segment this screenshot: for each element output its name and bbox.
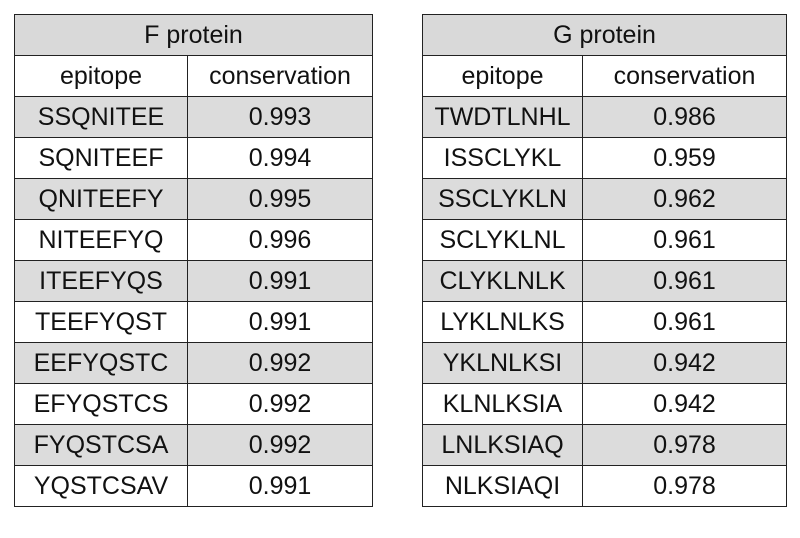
epitope-cell: KLNLKSIA bbox=[422, 383, 583, 425]
table-row: KLNLKSIA 0.942 bbox=[422, 383, 787, 425]
table-title-row: G protein bbox=[422, 14, 787, 56]
conservation-column-header: conservation bbox=[186, 55, 374, 97]
epitope-cell: TWDTLNHL bbox=[422, 96, 583, 138]
epitope-cell: TEEFYQST bbox=[14, 301, 188, 343]
table-title-row: F protein bbox=[13, 14, 374, 56]
conservation-cell: 0.961 bbox=[582, 301, 787, 343]
table-row: ISSCLYKL 0.959 bbox=[422, 137, 787, 179]
epitope-cell: ISSCLYKL bbox=[422, 137, 583, 179]
epitope-cell: SSCLYKLN bbox=[422, 178, 583, 220]
table-row: YQSTCSAV 0.991 bbox=[14, 465, 374, 507]
epitope-cell: LYKLNLKS bbox=[422, 301, 583, 343]
table-row: SSCLYKLN 0.962 bbox=[422, 178, 787, 220]
epitope-cell: FYQSTCSA bbox=[14, 424, 188, 466]
epitope-column-header: epitope bbox=[422, 55, 583, 97]
table-row: YKLNLKSI 0.942 bbox=[422, 342, 787, 384]
conservation-cell: 0.942 bbox=[582, 342, 787, 384]
table-row: EFYQSTCS 0.992 bbox=[14, 383, 374, 425]
table-row: FYQSTCSA 0.992 bbox=[14, 424, 374, 466]
table-row: TWDTLNHL 0.986 bbox=[422, 96, 787, 138]
epitope-cell: CLYKLNLK bbox=[422, 260, 583, 302]
conservation-cell: 0.991 bbox=[186, 465, 374, 507]
table-header-row: epitope conservation bbox=[422, 55, 787, 97]
epitope-cell: YQSTCSAV bbox=[14, 465, 188, 507]
epitope-cell: QNITEEFY bbox=[14, 178, 188, 220]
conservation-cell: 0.942 bbox=[582, 383, 787, 425]
table-row: EEFYQSTC 0.992 bbox=[14, 342, 374, 384]
conservation-cell: 0.995 bbox=[186, 178, 374, 220]
conservation-cell: 0.996 bbox=[186, 219, 374, 261]
conservation-cell: 0.994 bbox=[186, 137, 374, 179]
conservation-cell: 0.961 bbox=[582, 260, 787, 302]
epitope-cell: SCLYKLNL bbox=[422, 219, 583, 261]
conservation-cell: 0.992 bbox=[186, 383, 374, 425]
epitope-cell: SQNITEEF bbox=[14, 137, 188, 179]
epitope-cell: NITEEFYQ bbox=[14, 219, 188, 261]
g-protein-table: G protein epitope conservation TWDTLNHL … bbox=[422, 14, 787, 507]
conservation-cell: 0.991 bbox=[186, 260, 374, 302]
conservation-cell: 0.978 bbox=[582, 465, 787, 507]
epitope-cell: NLKSIAQI bbox=[422, 465, 583, 507]
table-row: LYKLNLKS 0.961 bbox=[422, 301, 787, 343]
epitope-cell: EEFYQSTC bbox=[14, 342, 188, 384]
epitope-cell: LNLKSIAQ bbox=[422, 424, 583, 466]
epitope-cell: SSQNITEE bbox=[14, 96, 188, 138]
table-row: SCLYKLNL 0.961 bbox=[422, 219, 787, 261]
conservation-cell: 0.991 bbox=[186, 301, 374, 343]
conservation-cell: 0.962 bbox=[582, 178, 787, 220]
conservation-cell: 0.993 bbox=[186, 96, 374, 138]
epitope-column-header: epitope bbox=[14, 55, 188, 97]
table-header-row: epitope conservation bbox=[14, 55, 374, 97]
table-row: TEEFYQST 0.991 bbox=[14, 301, 374, 343]
conservation-cell: 0.978 bbox=[582, 424, 787, 466]
table-row: CLYKLNLK 0.961 bbox=[422, 260, 787, 302]
g-protein-title: G protein bbox=[422, 14, 787, 56]
table-row: SSQNITEE 0.993 bbox=[14, 96, 374, 138]
conservation-cell: 0.986 bbox=[582, 96, 787, 138]
epitope-cell: EFYQSTCS bbox=[14, 383, 188, 425]
f-protein-table: F protein epitope conservation SSQNITEE … bbox=[13, 14, 374, 507]
conservation-cell: 0.961 bbox=[582, 219, 787, 261]
table-row: NLKSIAQI 0.978 bbox=[422, 465, 787, 507]
conservation-column-header: conservation bbox=[582, 55, 787, 97]
table-row: NITEEFYQ 0.996 bbox=[14, 219, 374, 261]
table-row: SQNITEEF 0.994 bbox=[14, 137, 374, 179]
table-row: QNITEEFY 0.995 bbox=[14, 178, 374, 220]
table-row: LNLKSIAQ 0.978 bbox=[422, 424, 787, 466]
epitope-cell: ITEEFYQS bbox=[14, 260, 188, 302]
conservation-cell: 0.959 bbox=[582, 137, 787, 179]
conservation-cell: 0.992 bbox=[186, 424, 374, 466]
conservation-cell: 0.992 bbox=[186, 342, 374, 384]
table-row: ITEEFYQS 0.991 bbox=[14, 260, 374, 302]
f-protein-title: F protein bbox=[13, 14, 374, 56]
epitope-cell: YKLNLKSI bbox=[422, 342, 583, 384]
